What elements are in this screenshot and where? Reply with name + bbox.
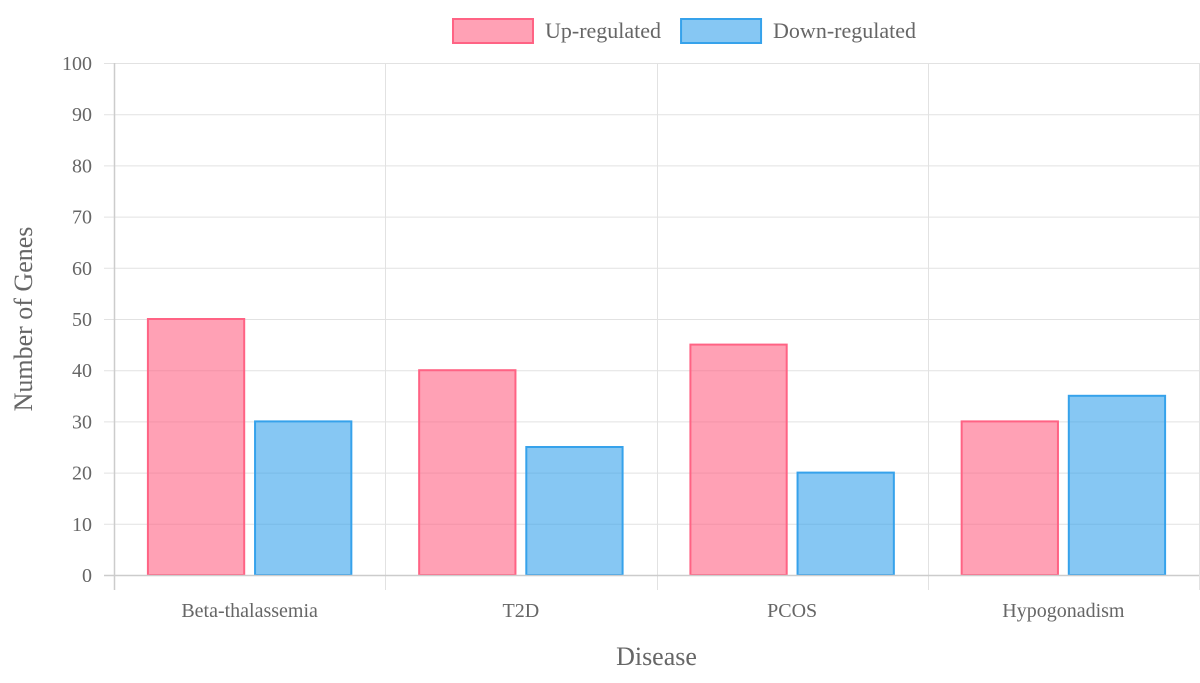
y-tick-label: 60 — [72, 258, 92, 280]
legend-label: Down-regulated — [773, 18, 916, 43]
y-axis-title: Number of Genes — [9, 227, 38, 412]
bar-down-regulated-t2d[interactable] — [525, 446, 624, 576]
axes: 0 10 20 30 40 50 60 70 80 90 100 Beta-thalassemia T2… — [62, 53, 1199, 622]
bar-down-regulated-pcos[interactable] — [796, 471, 895, 577]
bar-up-regulated-hypogonadism[interactable] — [960, 420, 1059, 576]
legend-item-down-regulated[interactable]: Down-regulated — [680, 18, 916, 44]
x-axis-title: Disease — [616, 642, 697, 671]
bar-down-regulated-hypogonadism[interactable] — [1067, 394, 1167, 576]
x-tick-label: T2D — [503, 600, 540, 622]
legend-label: Up-regulated — [545, 18, 661, 43]
y-tick-label: 70 — [72, 207, 92, 229]
bar-up-regulated-pcos[interactable] — [689, 343, 788, 576]
x-tick-label: PCOS — [767, 600, 817, 622]
y-tick-label: 0 — [82, 565, 92, 587]
bar-up-regulated-t2d[interactable] — [418, 369, 517, 577]
y-tick-label: 50 — [72, 309, 92, 331]
y-tick-label: 10 — [72, 514, 92, 536]
y-tick-label: 20 — [72, 463, 92, 485]
legend-swatch — [680, 18, 763, 44]
y-tick-label: 40 — [72, 360, 92, 382]
bars — [146, 318, 1167, 577]
x-tick-label: Hypogonadism — [1002, 600, 1125, 622]
legend-item-up-regulated[interactable]: Up-regulated — [451, 18, 661, 44]
y-tick-label: 100 — [62, 53, 92, 75]
y-tick-label: 30 — [72, 411, 92, 433]
bar-down-regulated-beta-thalassemia[interactable] — [254, 420, 353, 576]
legend[interactable]: Up-regulated Down-regulated — [451, 18, 916, 44]
bar-up-regulated-beta-thalassemia[interactable] — [146, 318, 246, 576]
y-tick-label: 90 — [72, 104, 92, 126]
y-tick-label: 80 — [72, 155, 92, 177]
legend-swatch — [451, 18, 534, 44]
x-tick-label: Beta-thalassemia — [181, 600, 318, 622]
